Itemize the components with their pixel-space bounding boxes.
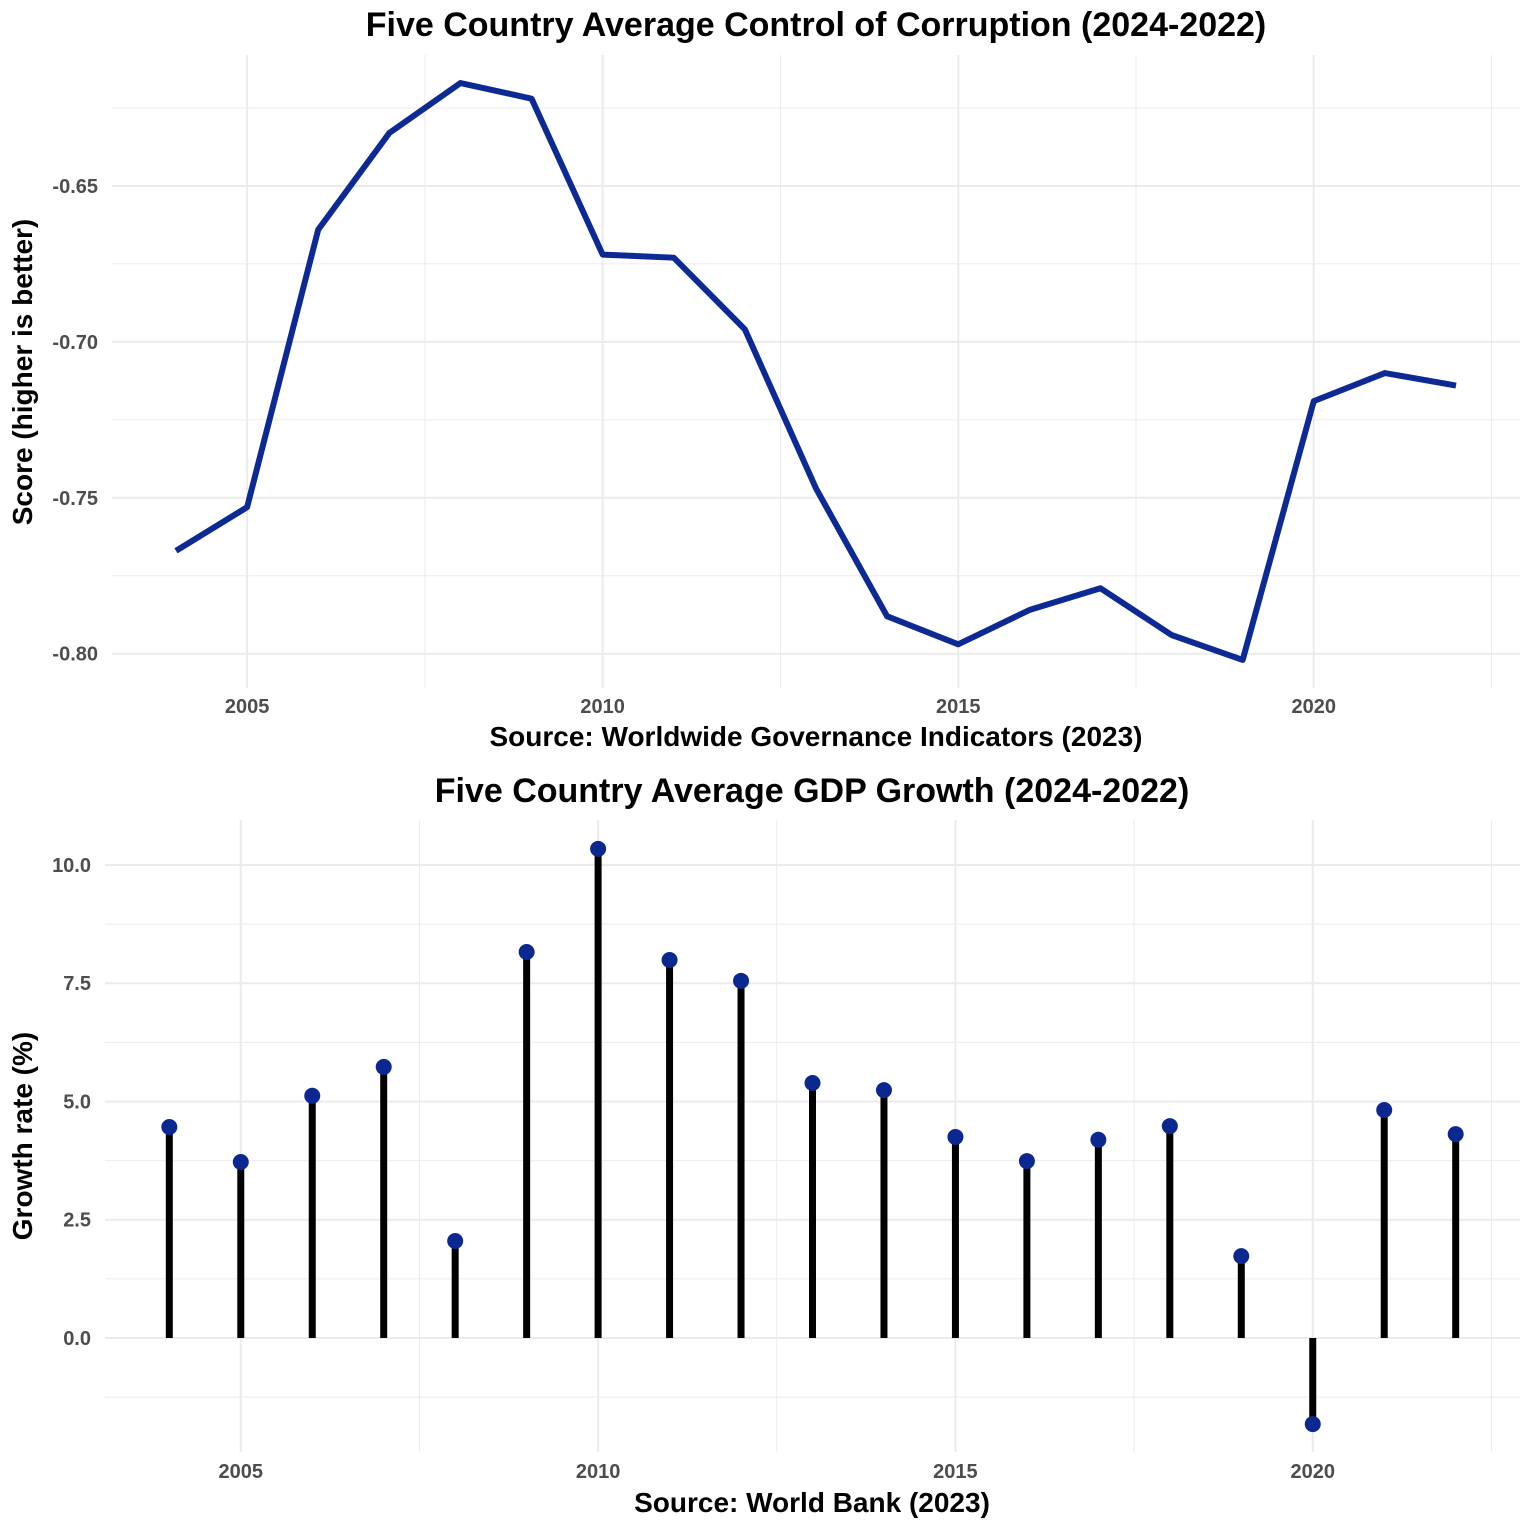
growth-point-2016 — [1018, 1153, 1035, 1170]
x-tick-label: 2015 — [933, 1461, 978, 1483]
corruption-x-axis-label: Source: Worldwide Governance Indicators … — [490, 721, 1143, 752]
corruption-chart-title: Five Country Average Control of Corrupti… — [366, 6, 1267, 44]
growth-point-2009 — [518, 943, 535, 960]
x-tick-label: 2015 — [936, 696, 981, 718]
growth-point-2012 — [733, 972, 750, 989]
growth-point-2004 — [161, 1119, 178, 1136]
y-tick-label: -0.65 — [52, 176, 98, 198]
y-tick-label: 5.0 — [63, 1091, 91, 1113]
corruption-panel: Five Country Average Control of Corrupti… — [7, 6, 1520, 752]
x-tick-label: 2005 — [225, 696, 270, 718]
y-tick-label: 10.0 — [52, 855, 91, 877]
y-tick-label: -0.75 — [52, 488, 98, 510]
growth-point-2014 — [875, 1082, 892, 1099]
growth-point-2006 — [304, 1087, 321, 1104]
gdp-chart-title: Five Country Average GDP Growth (2024-20… — [435, 772, 1190, 810]
x-tick-label: 2020 — [1291, 1461, 1336, 1483]
y-tick-label: 7.5 — [63, 973, 91, 995]
y-tick-label: 0.0 — [63, 1328, 91, 1350]
x-tick-label: 2020 — [1292, 696, 1337, 718]
growth-point-2005 — [232, 1154, 249, 1171]
growth-point-2015 — [947, 1128, 964, 1145]
gdp-y-axis-label: Growth rate (%) — [7, 1032, 38, 1240]
corruption-y-axis-label: Score (higher is better) — [7, 219, 38, 526]
growth-point-2010 — [590, 840, 607, 857]
score-line — [174, 80, 1457, 663]
growth-point-2013 — [804, 1075, 821, 1092]
growth-point-2018 — [1161, 1118, 1178, 1135]
growth-point-2020 — [1304, 1416, 1321, 1433]
x-tick-label: 2005 — [219, 1461, 264, 1483]
growth-point-2017 — [1090, 1131, 1107, 1148]
growth-point-2007 — [375, 1058, 392, 1075]
growth-point-2019 — [1233, 1248, 1250, 1265]
gdp-x-axis-label: Source: World Bank (2023) — [634, 1487, 990, 1518]
y-tick-label: -0.80 — [52, 644, 98, 666]
growth-point-2008 — [447, 1233, 464, 1250]
growth-point-2021 — [1376, 1101, 1393, 1118]
y-tick-label: -0.70 — [52, 332, 98, 354]
gdp-panel: Five Country Average GDP Growth (2024-20… — [7, 772, 1520, 1518]
growth-point-2022 — [1447, 1126, 1464, 1143]
x-tick-label: 2010 — [580, 696, 625, 718]
x-tick-label: 2010 — [576, 1461, 621, 1483]
gridlines — [112, 55, 1520, 688]
growth-point-2011 — [661, 952, 678, 969]
y-tick-label: 2.5 — [63, 1210, 91, 1232]
